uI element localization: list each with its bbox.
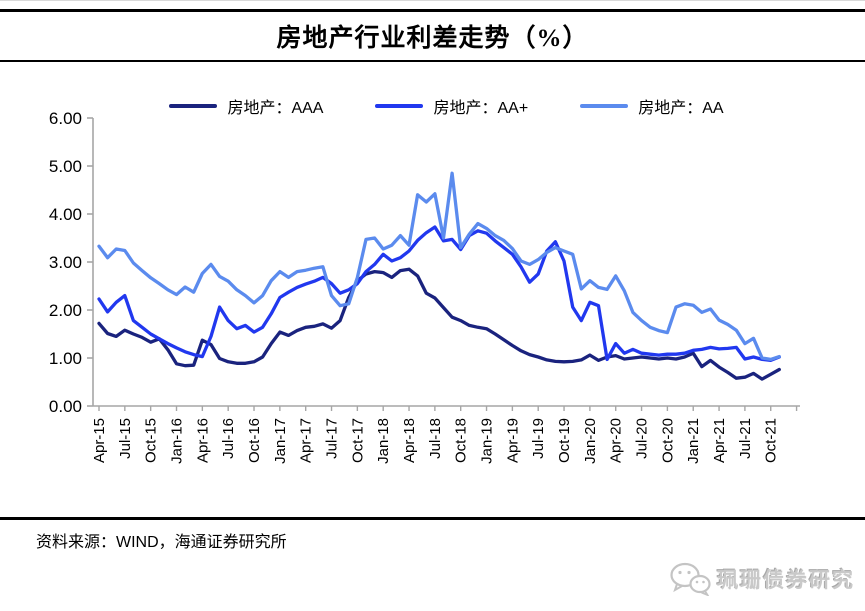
x-tick-label: Jul-21 <box>737 418 754 459</box>
legend-item-0: 房地产：AAA <box>169 94 323 118</box>
x-tick-label: Jan-17 <box>272 418 289 464</box>
x-tick-label: Jul-18 <box>427 418 444 459</box>
title-bottom-rule <box>0 60 865 62</box>
x-tick-label: Jan-21 <box>685 418 702 464</box>
watermark: 珮珊债券研究 <box>669 562 855 596</box>
x-tick-label: Jul-15 <box>117 418 134 459</box>
x-tick-label: Apr-20 <box>608 418 625 463</box>
x-tick-label: Apr-17 <box>298 418 315 463</box>
series-line-2 <box>97 171 781 362</box>
x-tick-label: Jul-16 <box>220 418 237 459</box>
x-tick-label: Oct-17 <box>349 418 366 463</box>
top-hairline <box>0 0 865 1</box>
x-tick-label: Apr-15 <box>91 418 108 463</box>
y-tick-label: 0.00 <box>49 397 82 416</box>
watermark-text: 珮珊债券研究 <box>717 569 855 592</box>
x-tick-label: Oct-18 <box>453 418 470 463</box>
spread-trend-chart: 0.00 1.00 2.00 3.00 4.00 5.00 6.00 Apr-15 Jul-15… <box>49 109 800 464</box>
x-tick-label: Apr-18 <box>401 418 418 463</box>
x-tick-label: Jul-17 <box>324 418 341 459</box>
y-tick-label: 6.00 <box>49 109 82 128</box>
title-top-rule <box>0 9 865 12</box>
legend-label: 房地产：AA+ <box>433 100 529 117</box>
x-tick-label: Jan-16 <box>169 418 186 464</box>
series-line-1 <box>97 225 781 363</box>
page-title: 房地产行业利差走势（%） <box>276 25 589 52</box>
x-tick-label: Oct-20 <box>659 418 676 463</box>
wechat-icon <box>670 562 711 596</box>
x-tick-label: Apr-19 <box>504 418 521 463</box>
y-tick-label: 2.00 <box>49 301 82 320</box>
x-tick-label: Oct-15 <box>143 418 160 463</box>
footer-rule <box>0 517 865 520</box>
chart-legend: 房地产：AAA 房地产：AA+ 房地产：AA <box>93 94 800 118</box>
data-source-note: 资料来源：WIND，海通证券研究所 <box>36 534 287 551</box>
x-tick-label: Oct-21 <box>763 418 780 463</box>
legend-item-2: 房地产：AA <box>580 94 724 118</box>
y-tick-label: 3.00 <box>49 253 82 272</box>
legend-item-1: 房地产：AA+ <box>375 94 528 118</box>
legend-label: 房地产：AAA <box>227 100 324 117</box>
x-tick-label: Jan-20 <box>582 418 599 464</box>
series-line-0 <box>97 267 781 381</box>
legend-line-swatch <box>169 104 218 108</box>
x-tick-label: Oct-19 <box>556 418 573 463</box>
x-tick-label: Oct-16 <box>246 418 263 463</box>
x-tick-label: Jan-19 <box>479 418 496 464</box>
x-tick-label: Jan-18 <box>375 418 392 464</box>
y-tick-label: 4.00 <box>49 205 82 224</box>
y-tick-label: 5.00 <box>49 157 82 176</box>
legend-label: 房地产：AA <box>638 100 724 117</box>
legend-line-swatch <box>580 104 629 108</box>
x-tick-label: Apr-16 <box>194 418 211 463</box>
x-tick-label: Apr-21 <box>711 418 728 463</box>
x-tick-label: Jul-20 <box>634 418 651 459</box>
y-tick-label: 1.00 <box>49 349 82 368</box>
x-tick-label: Jul-19 <box>530 418 547 459</box>
legend-line-swatch <box>375 104 424 108</box>
